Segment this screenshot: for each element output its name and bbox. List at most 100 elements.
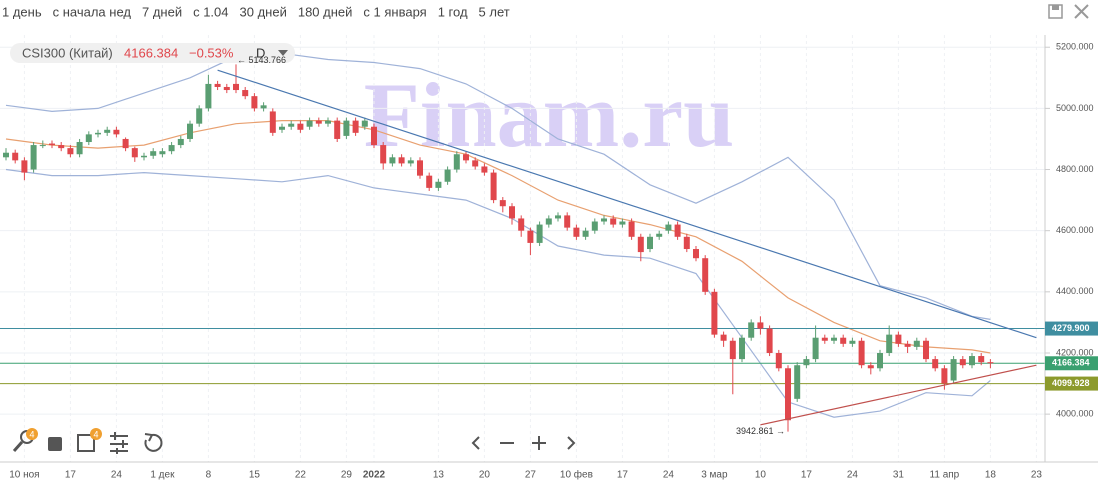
candle-body <box>858 340 865 366</box>
x-tick-label: 17 <box>801 470 813 481</box>
level-label: 4279.900 <box>1052 323 1090 333</box>
notes-tool[interactable] <box>48 437 62 451</box>
legend-interval[interactable]: D <box>256 45 265 60</box>
candle-body <box>969 356 975 366</box>
layers-tool[interactable] <box>77 434 95 452</box>
candle-body <box>21 160 28 173</box>
candle-body <box>739 337 745 360</box>
candle-body <box>766 328 773 353</box>
candle-body <box>417 160 423 176</box>
candle-body <box>895 334 902 344</box>
candle-body <box>131 148 138 158</box>
period-button[interactable]: 1 день <box>2 4 42 19</box>
dropdown-arrow[interactable] <box>278 50 288 56</box>
candle-body <box>683 236 690 250</box>
candle-body <box>803 359 810 366</box>
y-tick-label: 4800.000 <box>1056 164 1094 174</box>
candle-body <box>757 322 764 329</box>
candle-body <box>380 145 387 164</box>
bottom-tools: 4 4 <box>12 428 576 454</box>
candle-body <box>987 362 994 364</box>
candle-body <box>426 175 433 188</box>
candle-body <box>371 126 377 146</box>
candle-body <box>831 337 837 341</box>
x-tick-label: 15 <box>249 470 261 481</box>
level-label: 4166.384 <box>1052 358 1090 368</box>
candle-body <box>288 123 295 127</box>
watermark: Finam.ru <box>364 64 735 166</box>
scroll-right[interactable] <box>567 436 576 450</box>
x-tick-label: 1 дек <box>150 470 175 481</box>
candle-body <box>306 120 313 127</box>
candle-body <box>472 160 479 167</box>
badge-count: 4 <box>93 429 98 439</box>
trend-line <box>217 69 1037 339</box>
candle-body <box>573 227 580 237</box>
period-button[interactable]: с 1.04 <box>193 4 228 19</box>
save-icon-part <box>1052 5 1059 10</box>
candle-body <box>12 152 19 161</box>
candle-body <box>30 145 37 170</box>
legend-symbol: CSI300 (Китай) <box>22 45 113 60</box>
candle-body <box>775 352 782 369</box>
period-button[interactable]: 30 дней <box>240 4 287 19</box>
candle-body <box>76 142 83 155</box>
candle-body <box>950 359 957 381</box>
plot-layer <box>0 35 1045 462</box>
candle-body <box>205 83 212 109</box>
candle-body <box>720 334 727 341</box>
candle-body <box>923 340 929 360</box>
x-tick-label: 13 <box>433 470 445 481</box>
badge <box>26 428 38 440</box>
candle-body <box>518 218 525 231</box>
candle-body <box>913 340 920 347</box>
candle-body <box>665 224 672 231</box>
y-tick-label: 5000.000 <box>1056 103 1094 113</box>
period-button[interactable]: с 1 января <box>363 4 426 19</box>
period-button[interactable]: 7 дней <box>142 4 182 19</box>
candle-body <box>279 126 285 130</box>
y-tick-label: 4600.000 <box>1056 225 1094 235</box>
candle-body <box>361 120 368 127</box>
candle-body <box>509 206 515 219</box>
candle-body <box>297 123 304 130</box>
candle-body <box>932 359 939 369</box>
candle-body <box>122 138 129 149</box>
expand-icon[interactable] <box>1074 4 1089 19</box>
candle-body <box>867 365 874 369</box>
y-tick-label: 4400.000 <box>1056 286 1094 296</box>
candle-body <box>656 233 663 237</box>
period-button[interactable]: 1 год <box>438 4 468 19</box>
candle-body <box>334 120 341 139</box>
period-button[interactable]: с начала нед <box>53 4 132 19</box>
y-tick-label: 4000.000 <box>1056 409 1094 419</box>
candle-body <box>104 129 111 133</box>
candle-body <box>536 224 543 243</box>
badge <box>90 428 102 440</box>
level-label: 4099.928 <box>1052 378 1090 388</box>
x-tick-label: 31 <box>893 470 905 481</box>
badge-count: 4 <box>29 429 34 439</box>
period-button[interactable]: 180 дней <box>298 4 353 19</box>
reset-tool[interactable] <box>144 433 163 452</box>
candle-body <box>389 157 396 164</box>
candle-body <box>196 108 203 124</box>
x-tick-label: 8 <box>206 470 212 481</box>
candle-body <box>260 105 267 109</box>
candle-body <box>564 215 571 228</box>
scroll-left[interactable] <box>471 436 480 450</box>
settings-tool[interactable] <box>110 432 128 454</box>
candle-body <box>545 218 552 225</box>
candle-body <box>141 155 147 158</box>
level-tag <box>1045 376 1098 391</box>
x-tick-label: 10 <box>755 470 767 481</box>
candle-body <box>821 337 828 341</box>
candle-body <box>159 151 166 155</box>
zoom-in[interactable] <box>532 436 546 450</box>
candle-body <box>407 160 414 164</box>
candle-body <box>748 322 755 338</box>
period-button[interactable]: 5 лет <box>479 4 510 19</box>
